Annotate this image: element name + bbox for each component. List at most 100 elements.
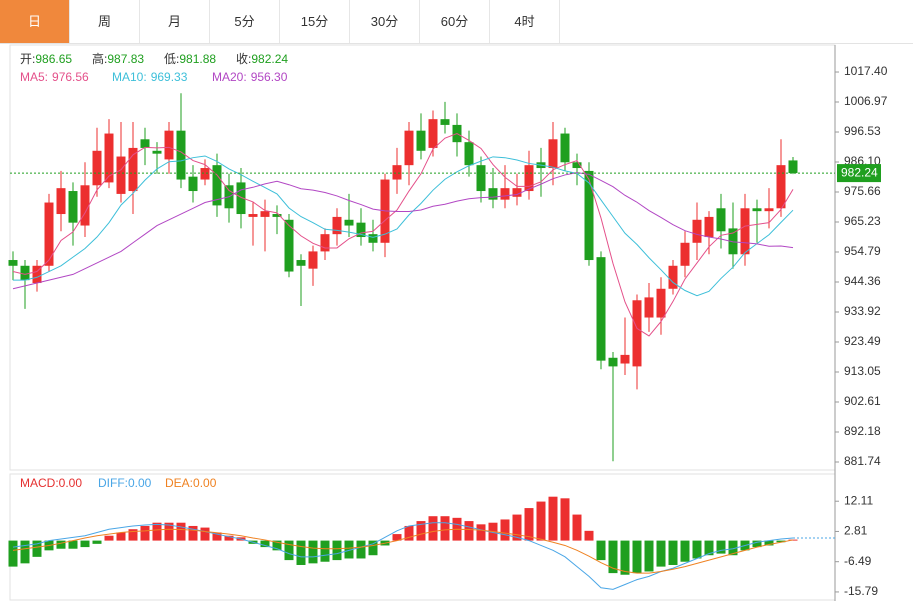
y-tick-label: 923.49 — [844, 334, 881, 348]
period-tab[interactable]: 周 — [70, 0, 140, 43]
macd-bar — [320, 540, 330, 562]
y-tick-label: 975.66 — [844, 184, 881, 198]
macd-bar — [680, 540, 690, 562]
period-tab[interactable]: 5分 — [210, 0, 280, 43]
ma-legend: MA20: 956.30 — [212, 70, 288, 84]
ma-line — [12, 132, 794, 337]
macd-legend: DEA:0.00 — [165, 476, 217, 490]
last-price-label: 982.24 — [841, 165, 878, 179]
candle-body — [524, 165, 534, 192]
candle-body — [788, 160, 798, 174]
candle-body — [332, 216, 342, 235]
y-tick-label: 913.05 — [844, 364, 881, 378]
candle-body — [428, 119, 438, 148]
macd-bar — [164, 522, 174, 541]
y-tick-label: 12.11 — [844, 493, 873, 507]
macd-bar — [80, 540, 90, 548]
ohlc-legend-name: 开: — [20, 52, 35, 66]
ohlc-legend-name: 收: — [236, 52, 251, 66]
candle-body — [764, 208, 774, 212]
candle-body — [464, 142, 474, 166]
candle-body — [152, 150, 162, 154]
macd-bar — [176, 522, 186, 541]
candle-body — [404, 130, 414, 166]
candle-body — [704, 216, 714, 238]
candle-body — [644, 297, 654, 318]
y-tick-label: 965.23 — [844, 214, 881, 228]
candle-body — [284, 219, 294, 272]
macd-bar — [200, 527, 210, 541]
period-tab[interactable]: 15分 — [280, 0, 350, 43]
macd-bar — [296, 540, 306, 565]
candle-body — [116, 156, 126, 194]
y-tick-label: 902.61 — [844, 394, 881, 408]
candle-body — [68, 191, 78, 223]
candle-body — [44, 202, 54, 266]
macd-bar — [728, 540, 738, 556]
candle-body — [584, 170, 594, 261]
macd-bar — [20, 540, 30, 564]
candle-body — [632, 300, 642, 367]
macd-legend-value: 0.00 — [59, 476, 83, 490]
period-tab[interactable]: 4时 — [490, 0, 560, 43]
candle-body — [752, 208, 762, 212]
ma-line — [12, 172, 794, 290]
period-tab[interactable]: 月 — [140, 0, 210, 43]
y-tick-label: 1006.97 — [844, 94, 888, 108]
candle-body — [92, 150, 102, 186]
candle-body — [560, 133, 570, 163]
macd-bar — [632, 540, 642, 574]
macd-bar — [68, 540, 78, 549]
macd-bar — [476, 524, 486, 541]
candle-body — [8, 260, 18, 266]
candle-body — [320, 234, 330, 252]
candle-body — [500, 188, 510, 200]
period-tab[interactable]: 日 — [0, 0, 70, 43]
candle-body — [104, 133, 114, 183]
macd-bar — [152, 522, 162, 541]
last-price-box — [837, 164, 881, 183]
ma-legend-name: MA20: — [212, 70, 247, 84]
candle-body — [80, 185, 90, 226]
macd-legend: MACD:0.00 — [20, 476, 82, 490]
macd-bar — [8, 540, 18, 567]
period-tabs: 日 周 月 5分 15分 30分 60分 4时 — [0, 0, 913, 44]
y-tick-label: 944.36 — [844, 274, 881, 288]
macd-bar — [716, 540, 726, 554]
macd-bar — [548, 496, 558, 541]
candle-body — [248, 214, 258, 217]
y-tick-label: -15.79 — [844, 584, 878, 598]
ma-legend-name: MA5: — [20, 70, 48, 84]
ma-legend-name: MA10: — [112, 70, 147, 84]
macd-bar — [224, 535, 234, 541]
candle-body — [164, 130, 174, 160]
macd-bar — [260, 540, 270, 548]
candle-body — [188, 176, 198, 192]
ma-legend: MA5: 976.56 — [20, 70, 89, 84]
y-tick-label: -6.49 — [844, 554, 872, 568]
candle-body — [296, 260, 306, 266]
candle-body — [440, 119, 450, 125]
macd-bar — [620, 540, 630, 575]
macd-legend-name: DIFF: — [98, 476, 128, 490]
candle-body — [740, 208, 750, 255]
y-tick-label: 933.92 — [844, 304, 881, 318]
y-tick-label: 2.81 — [844, 524, 868, 538]
macd-bar — [32, 540, 42, 557]
macd-bar — [416, 521, 426, 541]
ma-legend-value: 969.33 — [151, 70, 188, 84]
macd-bar — [584, 530, 594, 541]
macd-bar — [392, 534, 402, 541]
macd-bar — [356, 540, 366, 559]
macd-bar — [596, 540, 606, 561]
macd-bar — [500, 519, 510, 541]
candle-body — [56, 188, 66, 215]
y-tick-label: 954.79 — [844, 244, 881, 258]
period-tab[interactable]: 30分 — [350, 0, 420, 43]
ohlc-legend: 低:981.88 — [164, 52, 216, 66]
ohlc-legend-value: 987.83 — [107, 52, 144, 66]
y-tick-label: 892.18 — [844, 424, 881, 438]
ohlc-legend: 收:982.24 — [236, 52, 288, 66]
period-tab[interactable]: 60分 — [420, 0, 490, 43]
